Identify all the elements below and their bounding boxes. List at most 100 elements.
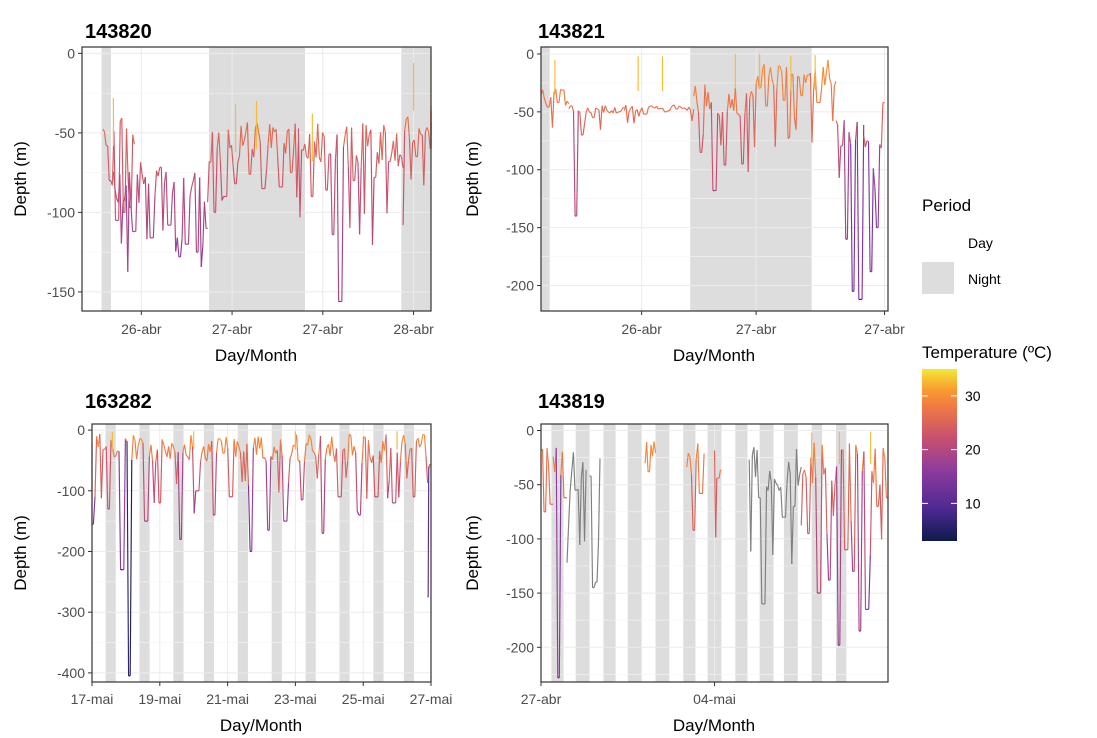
trace-segment [347, 433, 350, 462]
trace-segment [157, 167, 161, 177]
trace-segment [668, 107, 672, 111]
trace-segment [375, 152, 378, 178]
night-band [101, 47, 111, 311]
trace-segment [824, 467, 828, 534]
trace-segment [863, 135, 866, 148]
trace-segment [662, 108, 666, 113]
trace-segment [117, 450, 120, 453]
trace-segment [701, 133, 704, 153]
trace-segment [707, 92, 711, 110]
trace-segment [769, 470, 772, 483]
x-tick-label: 27-abr [736, 321, 777, 337]
trace-segment [428, 131, 431, 149]
trace-segment [251, 447, 254, 552]
trace-segment [247, 485, 251, 552]
plot-area [540, 423, 889, 683]
x-tick-label: 27-abr [521, 691, 562, 707]
trace-segment [576, 110, 579, 217]
y-tick-label: 0 [526, 423, 534, 439]
trace-segment [396, 133, 399, 167]
trace-segment [275, 129, 279, 158]
trace-segment [264, 170, 268, 189]
trace-segment [295, 434, 299, 461]
night-band [139, 424, 150, 682]
trace-segment [717, 112, 720, 116]
trace-segment [299, 149, 303, 218]
night-band [373, 424, 384, 682]
trace-segment [710, 102, 714, 191]
trace-segment [246, 122, 250, 175]
trace-segment [620, 107, 624, 112]
trace-segment [163, 444, 166, 452]
trace-segment [353, 446, 357, 453]
trace-segment [92, 496, 96, 525]
trace-segment [866, 140, 869, 143]
trace-segment [330, 153, 333, 235]
trace-segment [871, 168, 874, 272]
trace-segment [597, 108, 600, 111]
trace-segment [697, 112, 701, 153]
trace-segment [715, 113, 719, 191]
trace-segment [367, 134, 370, 147]
trace-segment [273, 446, 277, 454]
trace-segment [317, 123, 320, 158]
temperature-colorbar [922, 369, 957, 541]
trace-segment [170, 192, 174, 226]
trace-segment [350, 435, 354, 456]
trace-segment [791, 506, 794, 565]
trace-segment [386, 161, 390, 214]
x-tick-label: 23-mai [274, 691, 317, 707]
trace-segment [289, 453, 293, 459]
trace-segment [107, 145, 110, 181]
night-band [783, 424, 798, 682]
panel-title: 163282 [85, 391, 152, 413]
trace-segment [771, 79, 775, 86]
panel-title: 143819 [538, 391, 605, 413]
trace-segment [579, 112, 583, 136]
trace-segment [551, 91, 555, 128]
trace-segment [595, 107, 598, 110]
trace-segment [114, 189, 118, 199]
trace-segment [688, 106, 691, 111]
trace-segment [856, 453, 860, 632]
trace-segment [826, 533, 830, 581]
trace-segment [789, 473, 793, 565]
trace-segment [726, 93, 730, 113]
trace-segment [351, 446, 355, 456]
trace-segment [219, 438, 222, 442]
night-band [401, 47, 431, 311]
trace-segment [142, 442, 146, 522]
trace-segment [821, 67, 824, 89]
trace-segment [678, 105, 682, 108]
legend-label-day: Day [968, 235, 993, 251]
trace-segment [122, 198, 126, 203]
y-tick-label: -200 [506, 278, 534, 294]
trace-segment [255, 436, 259, 455]
trace-segment [425, 456, 429, 483]
depth-trace [102, 56, 432, 303]
trace-segment [648, 444, 652, 472]
trace-segment [738, 113, 741, 117]
trace-segment [345, 461, 349, 478]
trace-segment [833, 81, 837, 87]
trace-segment [270, 127, 274, 148]
trace-segment [809, 73, 813, 143]
trace-segment [593, 582, 597, 588]
y-tick-label: -100 [506, 531, 534, 547]
trace-segment [739, 115, 743, 164]
trace-segment [747, 98, 751, 172]
night-band [541, 47, 550, 311]
trace-segment [788, 461, 791, 474]
trace-segment [299, 460, 302, 500]
trace-segment [860, 470, 863, 632]
trace-segment [199, 177, 202, 267]
night-band [759, 424, 774, 682]
trace-segment [665, 110, 669, 113]
trace-segment [696, 101, 700, 113]
trace-segment [190, 435, 194, 448]
trace-segment [808, 457, 812, 534]
trace-segment [614, 107, 617, 114]
trace-segment [843, 120, 847, 240]
trace-segment [272, 127, 276, 133]
trace-segment [335, 448, 339, 497]
